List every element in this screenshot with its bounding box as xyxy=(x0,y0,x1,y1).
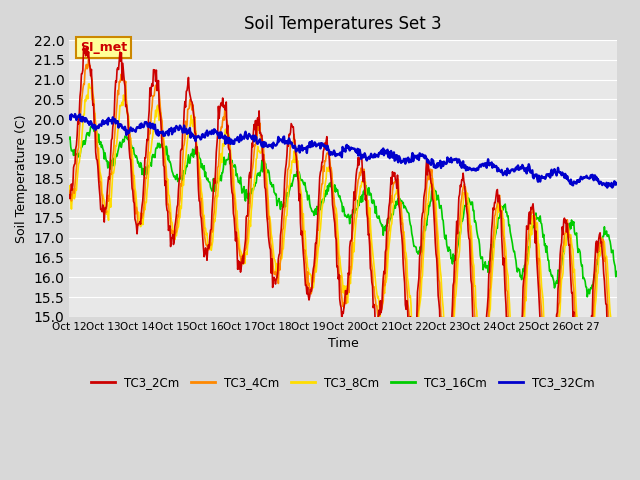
Text: SI_met: SI_met xyxy=(80,41,127,54)
Title: Soil Temperatures Set 3: Soil Temperatures Set 3 xyxy=(244,15,442,33)
X-axis label: Time: Time xyxy=(328,337,358,350)
Legend: TC3_2Cm, TC3_4Cm, TC3_8Cm, TC3_16Cm, TC3_32Cm: TC3_2Cm, TC3_4Cm, TC3_8Cm, TC3_16Cm, TC3… xyxy=(86,372,600,394)
Y-axis label: Soil Temperature (C): Soil Temperature (C) xyxy=(15,114,28,243)
